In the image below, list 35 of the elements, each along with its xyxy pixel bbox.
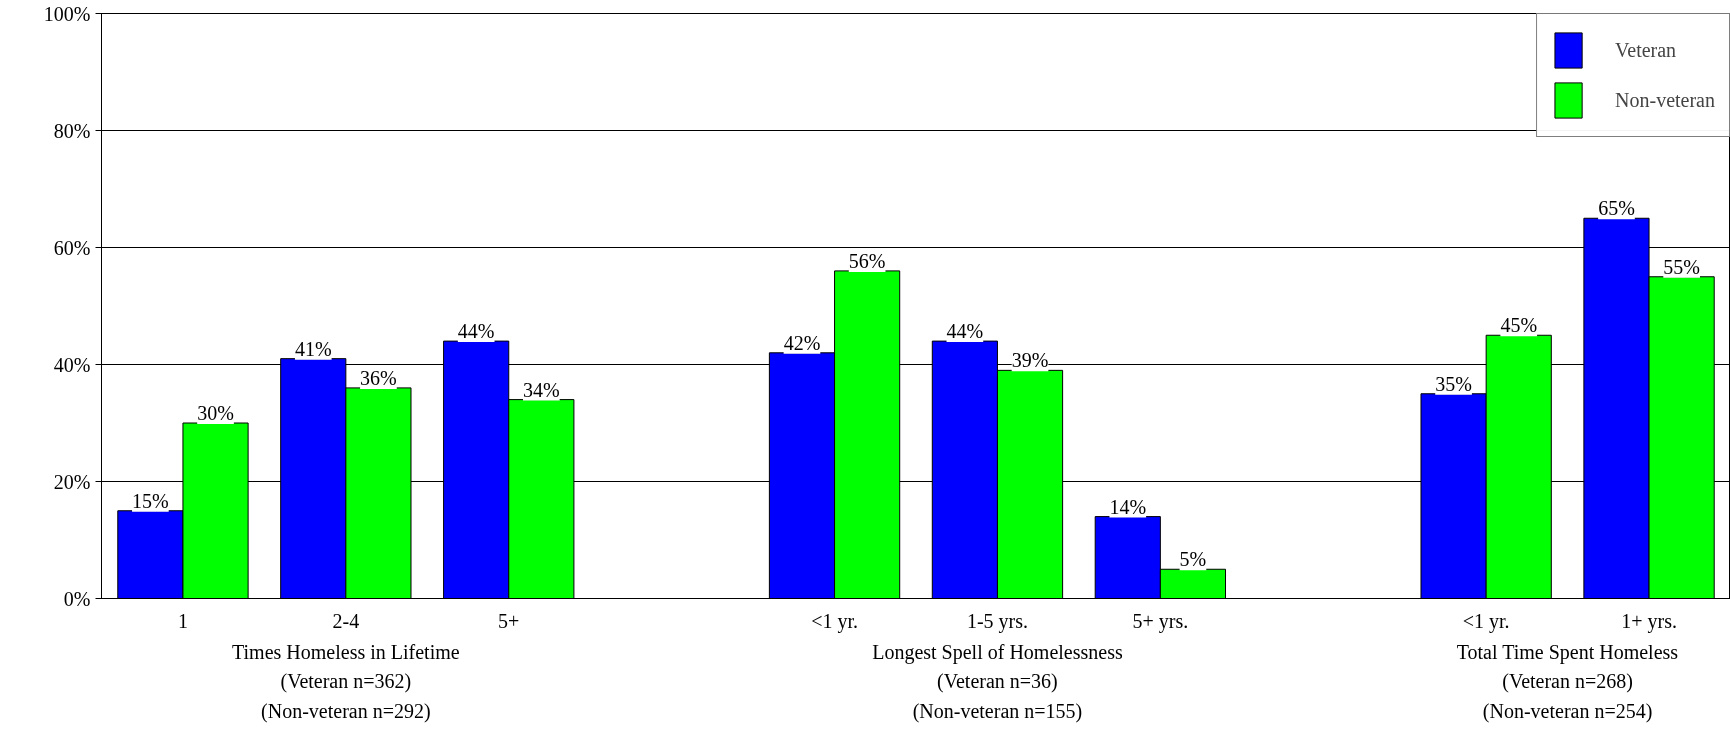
legend-label: Non-veteran <box>1615 88 1715 112</box>
data-label: 14% <box>1109 495 1147 518</box>
y-tick-label: 100% <box>43 2 91 25</box>
x-tick-label: <1 yr. <box>1462 609 1510 633</box>
data-label: 41% <box>294 337 332 360</box>
x-tick-label: <1 yr. <box>811 609 858 633</box>
data-label: 65% <box>1598 197 1635 220</box>
data-label: 5% <box>1179 548 1207 571</box>
x-tick-label: 1-5 yrs. <box>966 609 1029 633</box>
x-tick-label: 5+ <box>498 609 520 632</box>
legend-label: Veteran <box>1615 38 1677 62</box>
data-label: 44% <box>946 320 984 343</box>
text: Longest Spell of Homelessness (Veteran n=36) (Non-veteran n=155) <box>872 640 1123 723</box>
data-label: 42% <box>783 331 821 354</box>
data-label: 45% <box>1500 314 1538 337</box>
text: Times Homeless in Lifetime (Veteran n=362) (Non-veteran n=292) <box>232 640 460 723</box>
data-label: 39% <box>1011 349 1049 372</box>
x-tick-label: 2-4 <box>332 609 360 632</box>
data-label: 30% <box>197 402 234 424</box>
data-label: 56% <box>848 249 886 272</box>
y-tick-label: 40% <box>53 353 91 376</box>
data-label: 36% <box>360 366 397 389</box>
data-label: 15% <box>132 489 169 512</box>
data-label: 44% <box>457 320 495 343</box>
data-label: 55% <box>1663 255 1700 278</box>
y-tick-label: 0% <box>63 587 91 610</box>
data-label: 35% <box>1435 372 1472 395</box>
y-tick-label: 60% <box>53 236 91 259</box>
data-label: 34% <box>523 378 560 401</box>
text: Total Time Spent Homeless (Veteran n=268) (Non-veteran n=254) <box>1456 640 1679 723</box>
x-tick-label: 1 <box>177 609 188 632</box>
y-tick-label: 20% <box>53 470 91 493</box>
y-tick-label: 80% <box>53 119 91 142</box>
x-tick-label: 1+ yrs. <box>1621 609 1677 633</box>
x-tick-label: 5+ yrs. <box>1132 609 1189 633</box>
